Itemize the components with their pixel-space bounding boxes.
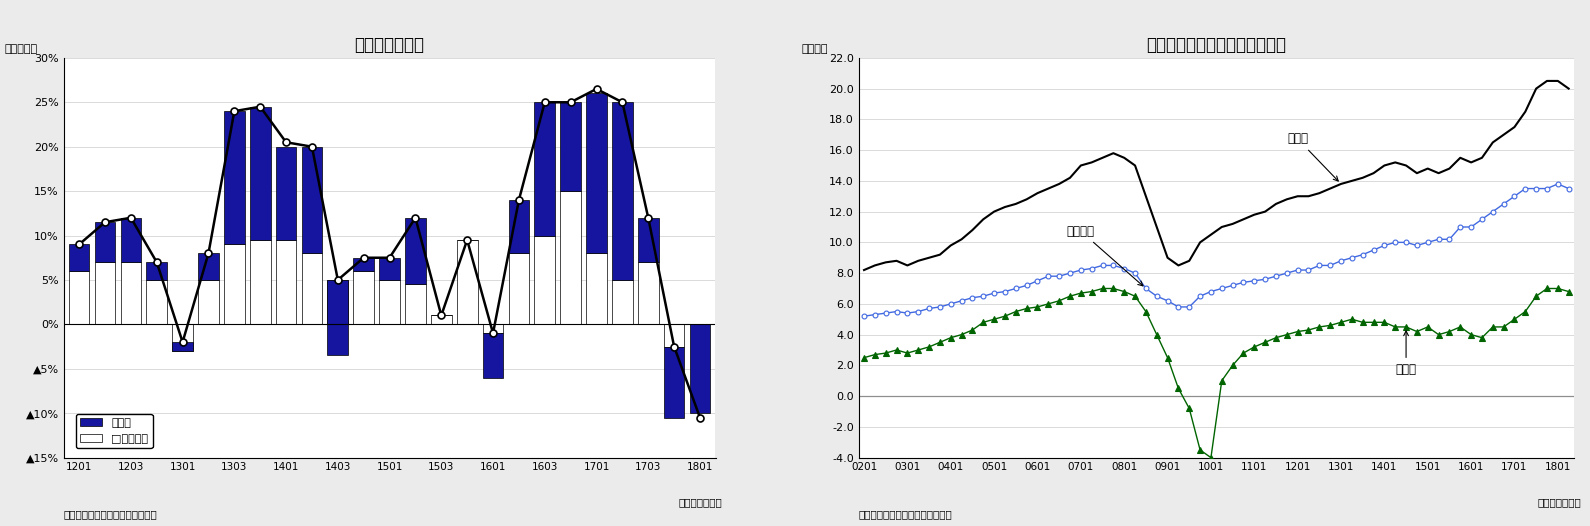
Bar: [456, 240, 477, 325]
Bar: [302, 254, 323, 325]
Text: （年・四半期）: （年・四半期）: [679, 498, 722, 508]
Bar: [275, 240, 296, 325]
Bar: [587, 94, 607, 254]
Bar: [68, 271, 89, 325]
Bar: [663, 325, 684, 347]
Text: （年・四半期）: （年・四半期）: [1538, 498, 1580, 508]
Bar: [95, 222, 116, 262]
Bar: [483, 333, 504, 378]
Bar: [560, 102, 580, 191]
Text: （兆円）: （兆円）: [801, 44, 828, 54]
Title: 経常利益（季節調整値）の推移: 経常利益（季節調整値）の推移: [1146, 36, 1286, 54]
Text: 製造業: 製造業: [1396, 331, 1417, 376]
Bar: [509, 200, 529, 254]
Text: 非製造業: 非製造業: [1067, 225, 1143, 286]
Bar: [509, 254, 529, 325]
Bar: [560, 191, 580, 325]
Bar: [612, 102, 633, 280]
Text: （前年比）: （前年比）: [5, 44, 38, 54]
Bar: [224, 111, 245, 245]
Bar: [353, 271, 374, 325]
Bar: [638, 218, 658, 262]
Bar: [199, 280, 219, 325]
Bar: [483, 325, 504, 333]
Bar: [302, 147, 323, 254]
Bar: [172, 325, 192, 351]
Bar: [224, 245, 245, 325]
Bar: [121, 262, 142, 325]
Text: （資料）財務省「法人企業統計」: （資料）財務省「法人企業統計」: [859, 510, 952, 520]
Bar: [405, 285, 426, 325]
Bar: [612, 280, 633, 325]
Legend: 製造業, □非製造業: 製造業, □非製造業: [76, 413, 153, 448]
Title: 経常利益の推移: 経常利益の推移: [355, 36, 425, 54]
Bar: [690, 325, 711, 413]
Bar: [172, 342, 192, 351]
Bar: [353, 258, 374, 271]
Bar: [378, 258, 401, 280]
Bar: [328, 280, 348, 356]
Bar: [250, 107, 270, 240]
Bar: [587, 254, 607, 325]
Bar: [275, 147, 296, 240]
Bar: [95, 262, 116, 325]
Bar: [431, 316, 452, 325]
Bar: [146, 262, 167, 280]
Text: 全産業: 全産業: [1288, 133, 1339, 181]
Bar: [638, 262, 658, 325]
Bar: [378, 280, 401, 325]
Bar: [199, 254, 219, 280]
Text: （資料）財務省「法人企業統計」: （資料）財務省「法人企業統計」: [64, 510, 157, 520]
Bar: [68, 245, 89, 271]
Bar: [534, 102, 555, 236]
Bar: [534, 236, 555, 325]
Bar: [250, 240, 270, 325]
Bar: [146, 280, 167, 325]
Bar: [328, 280, 348, 325]
Bar: [121, 218, 142, 262]
Bar: [663, 347, 684, 418]
Bar: [405, 218, 426, 285]
